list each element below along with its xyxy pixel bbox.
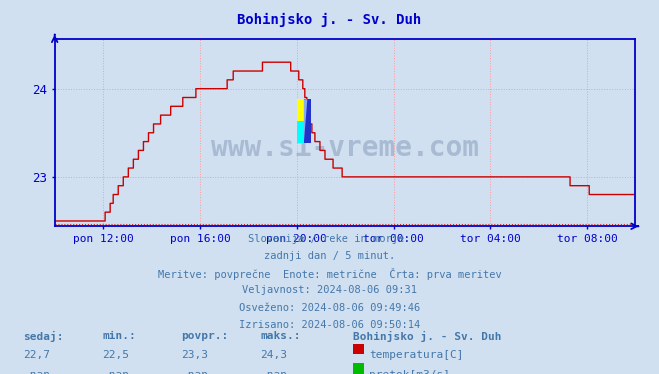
Text: min.:: min.: bbox=[102, 331, 136, 341]
Text: -nan: -nan bbox=[23, 370, 50, 374]
Polygon shape bbox=[297, 99, 304, 121]
Text: -nan: -nan bbox=[181, 370, 208, 374]
Text: Slovenija / reke in morje.: Slovenija / reke in morje. bbox=[248, 234, 411, 244]
Text: Meritve: povprečne  Enote: metrične  Črta: prva meritev: Meritve: povprečne Enote: metrične Črta:… bbox=[158, 268, 501, 280]
Text: www.si-vreme.com: www.si-vreme.com bbox=[211, 134, 478, 162]
Text: povpr.:: povpr.: bbox=[181, 331, 229, 341]
Polygon shape bbox=[304, 99, 307, 143]
Text: 22,7: 22,7 bbox=[23, 350, 50, 361]
Text: -nan: -nan bbox=[102, 370, 129, 374]
Text: Veljavnost: 2024-08-06 09:31: Veljavnost: 2024-08-06 09:31 bbox=[242, 285, 417, 295]
Text: sedaj:: sedaj: bbox=[23, 331, 63, 342]
Text: Bohinjsko j. - Sv. Duh: Bohinjsko j. - Sv. Duh bbox=[237, 13, 422, 27]
Text: maks.:: maks.: bbox=[260, 331, 301, 341]
Text: zadnji dan / 5 minut.: zadnji dan / 5 minut. bbox=[264, 251, 395, 261]
Polygon shape bbox=[297, 121, 304, 143]
Polygon shape bbox=[304, 99, 311, 143]
Text: Osveženo: 2024-08-06 09:49:46: Osveženo: 2024-08-06 09:49:46 bbox=[239, 303, 420, 313]
Text: pretok[m3/s]: pretok[m3/s] bbox=[369, 370, 450, 374]
Text: -nan: -nan bbox=[260, 370, 287, 374]
Text: 24,3: 24,3 bbox=[260, 350, 287, 361]
Text: 23,3: 23,3 bbox=[181, 350, 208, 361]
Text: Bohinjsko j. - Sv. Duh: Bohinjsko j. - Sv. Duh bbox=[353, 331, 501, 342]
Text: 22,5: 22,5 bbox=[102, 350, 129, 361]
Text: temperatura[C]: temperatura[C] bbox=[369, 350, 463, 361]
Text: Izrisano: 2024-08-06 09:50:14: Izrisano: 2024-08-06 09:50:14 bbox=[239, 320, 420, 330]
